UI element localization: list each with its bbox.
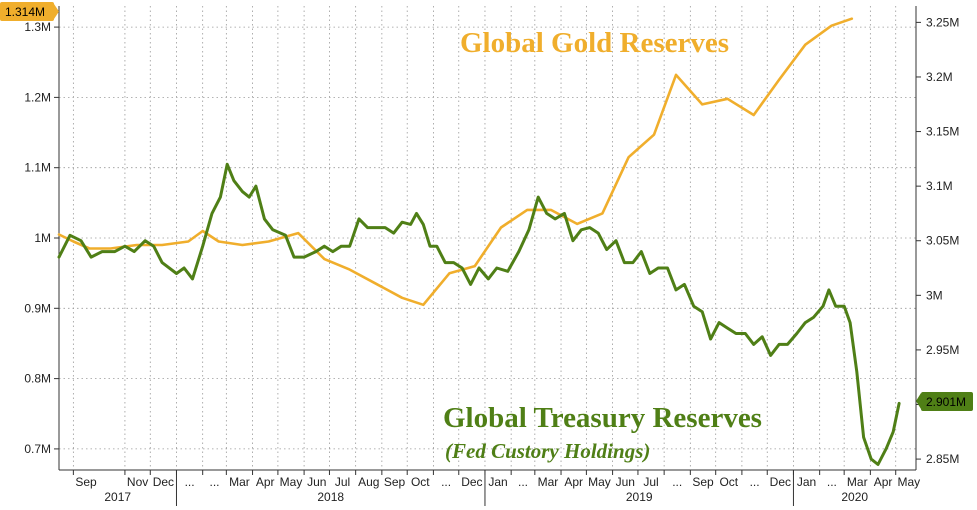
x-tick-label: Dec: [153, 475, 174, 489]
left-last-value-label: 1.314M: [5, 5, 45, 19]
x-tick-label: Mar: [847, 475, 868, 489]
right-tick-label: 2.95M: [926, 343, 959, 357]
x-tick-label: Apr: [874, 475, 893, 489]
right-tick-label: 2.85M: [926, 452, 959, 466]
x-tick-label: Aug: [358, 475, 379, 489]
right-tick-label: 3.2M: [926, 70, 953, 84]
gold-reserves-line: [57, 17, 854, 307]
right-tick-label: 3.1M: [926, 179, 953, 193]
x-axis-ticks: Sep Nov Dec...... Mar Apr May Jun Jul Aug Sep Oct.…: [72, 470, 920, 506]
x-tick-label: Jun: [616, 475, 635, 489]
x-tick-label: Mar: [229, 475, 250, 489]
x-tick-label: Jun: [307, 475, 326, 489]
gridlines: [59, 6, 916, 470]
x-tick-label: ...: [185, 475, 195, 489]
series: [57, 17, 901, 466]
x-tick-label: May: [897, 475, 920, 489]
x-tick-label: Jul: [335, 475, 350, 489]
left-tick-label: 0.9M: [24, 301, 51, 315]
left-axis-ticks: 0.7M 0.8M 0.9M 1M 1.1M 1.2M 1.3M: [24, 20, 59, 456]
gold-series-annotation: Global Gold Reserves: [460, 27, 729, 59]
right-tick-label: 3M: [926, 288, 943, 302]
right-tick-label: 3.25M: [926, 15, 959, 29]
right-last-value-label: 2.901M: [926, 395, 966, 409]
treasury-series-annotation: Global Treasury Reserves: [443, 402, 762, 434]
year-label: 2018: [317, 490, 344, 504]
x-tick-label: May: [588, 475, 611, 489]
x-tick-label: Nov: [127, 475, 148, 489]
year-label: 2020: [841, 490, 868, 504]
x-tick-label: Dec: [461, 475, 482, 489]
x-tick-label: Apr: [256, 475, 275, 489]
left-tick-label: 0.7M: [24, 442, 51, 456]
x-tick-label: ...: [441, 475, 451, 489]
x-tick-label: May: [280, 475, 303, 489]
x-tick-label: Jan: [488, 475, 507, 489]
year-label: 2019: [626, 490, 653, 504]
x-tick-label: Oct: [719, 475, 738, 489]
x-tick-label: Sep: [75, 475, 97, 489]
right-tick-label: 3.05M: [926, 234, 959, 248]
year-label: 2017: [104, 490, 131, 504]
treasury-series-subtitle: (Fed Custory Holdings): [445, 439, 650, 463]
treasury-reserves-line: [57, 162, 901, 466]
x-tick-label: Jan: [797, 475, 816, 489]
x-tick-label: Jul: [643, 475, 658, 489]
left-tick-label: 1M: [34, 231, 51, 245]
left-tick-label: 1.1M: [24, 161, 51, 175]
right-tick-label: 3.15M: [926, 125, 959, 139]
x-tick-label: ...: [672, 475, 682, 489]
x-tick-label: Sep: [384, 475, 406, 489]
right-last-value-badge: 2.901M: [916, 392, 973, 411]
x-tick-label: ...: [827, 475, 837, 489]
x-tick-label: Mar: [538, 475, 559, 489]
x-tick-label: Oct: [411, 475, 430, 489]
x-tick-label: ...: [750, 475, 760, 489]
left-last-value-badge: 1.314M: [0, 2, 59, 21]
x-tick-label: Apr: [564, 475, 583, 489]
left-tick-label: 1.3M: [24, 20, 51, 34]
left-tick-label: 1.2M: [24, 90, 51, 104]
x-tick-label: ...: [518, 475, 528, 489]
x-tick-label: Dec: [770, 475, 791, 489]
left-tick-label: 0.8M: [24, 372, 51, 386]
x-tick-label: ...: [210, 475, 220, 489]
x-tick-label: Sep: [692, 475, 714, 489]
